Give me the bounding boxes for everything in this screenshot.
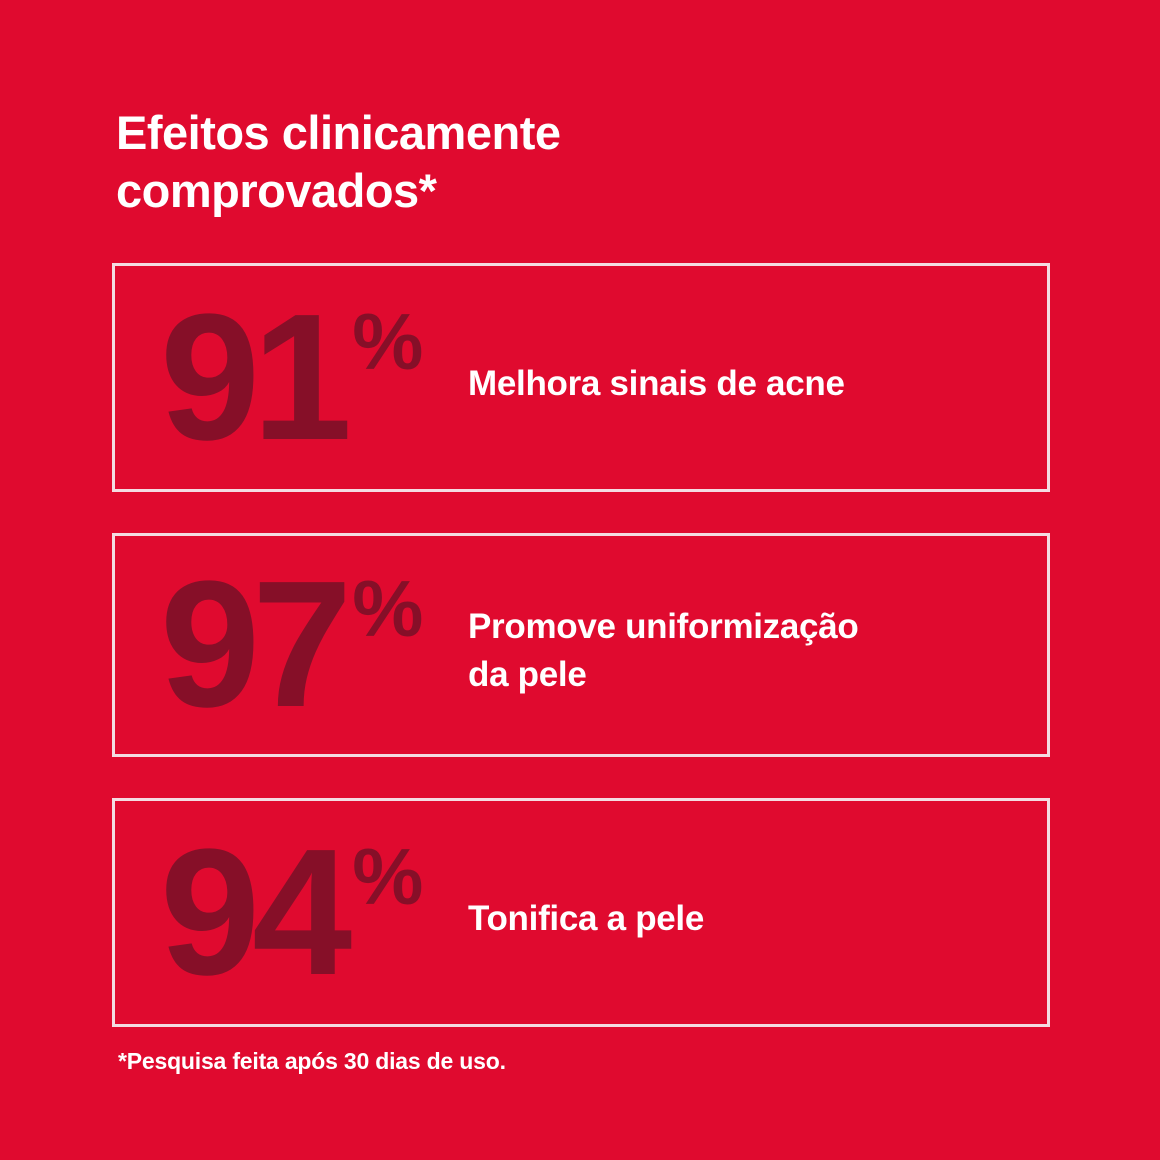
title-line-1: Efeitos clinicamente (116, 106, 561, 159)
stat-label: Tonifica a pele (468, 898, 705, 938)
percent-sign: % (352, 296, 424, 386)
stat-box-tonifica: 94 % Tonifica a pele (112, 798, 1050, 1027)
stat-value: 91 % (160, 276, 468, 478)
stat-value: 97 % (160, 544, 468, 746)
percent-sign: % (352, 831, 424, 921)
footnote: *Pesquisa feita após 30 dias de uso. (118, 1048, 506, 1074)
stat-number: 91 (160, 276, 352, 478)
percent-sign: % (352, 564, 424, 654)
title-line-2: comprovados* (116, 164, 437, 217)
stat-box-uniformizacao: 97 % Promove uniformização da pele (112, 533, 1050, 757)
stat-label: Melhora sinais de acne (468, 363, 845, 403)
stat-value: 94 % (160, 811, 468, 1013)
stat-number: 94 (160, 811, 352, 1013)
page-title: Efeitos clinicamente comprovados* (116, 104, 561, 220)
stat-label: Promove uniformização da pele (468, 607, 859, 694)
stat-box-acne: 91 % Melhora sinais de acne (112, 263, 1050, 492)
stat-number: 97 (160, 544, 352, 746)
